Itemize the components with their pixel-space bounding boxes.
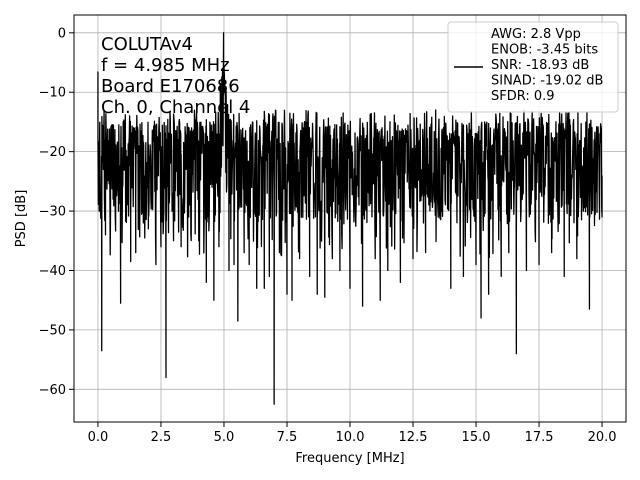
psd-series-line	[97, 32, 603, 405]
series-layer	[97, 32, 603, 405]
legend-box	[447, 21, 619, 113]
legend-entry-line: AWG: 2.8 Vpp	[491, 27, 581, 42]
x-tick-label: 7.5	[277, 430, 298, 445]
y-tick-label: −60	[39, 383, 66, 398]
y-tick-label: 0	[58, 26, 66, 41]
x-tick-label: 2.5	[151, 430, 172, 445]
annotation-line: f = 4.985 MHz	[101, 55, 230, 76]
legend-entry-line: ENOB: -3.45 bits	[491, 43, 598, 58]
y-tick-label: −20	[39, 145, 66, 160]
x-tick-label: 12.5	[399, 430, 428, 445]
annotation-line: Board E170686	[101, 76, 240, 97]
x-tick-label: 17.5	[525, 430, 554, 445]
y-tick-label: −50	[39, 323, 66, 338]
legend-entry-line: SINAD: -19.02 dB	[491, 74, 603, 89]
annotation-line: COLUTAv4	[101, 34, 193, 55]
legend-entry-line: SNR: -18.93 dB	[491, 58, 589, 73]
axis-ticks: 0.0 2.5 5.0 7.5 10.0 12.5 15.0 17.5 20.0 0 −10 −20 −…	[39, 26, 617, 445]
y-tick-label: −40	[39, 264, 66, 279]
annotation-line: Ch. 0, Channel 4	[101, 97, 250, 118]
legend-entry-line: SFDR: 0.9	[491, 89, 555, 104]
x-tick-label: 20.0	[588, 430, 617, 445]
y-tick-label: −30	[39, 205, 66, 220]
y-axis-label: PSD [dB]	[14, 190, 29, 248]
x-tick-label: 10.0	[336, 430, 365, 445]
x-tick-label: 15.0	[462, 430, 491, 445]
y-tick-label: −10	[39, 86, 66, 101]
x-tick-label: 0.0	[88, 430, 109, 445]
x-tick-label: 5.0	[214, 430, 235, 445]
x-axis-label: Frequency [MHz]	[295, 451, 404, 466]
